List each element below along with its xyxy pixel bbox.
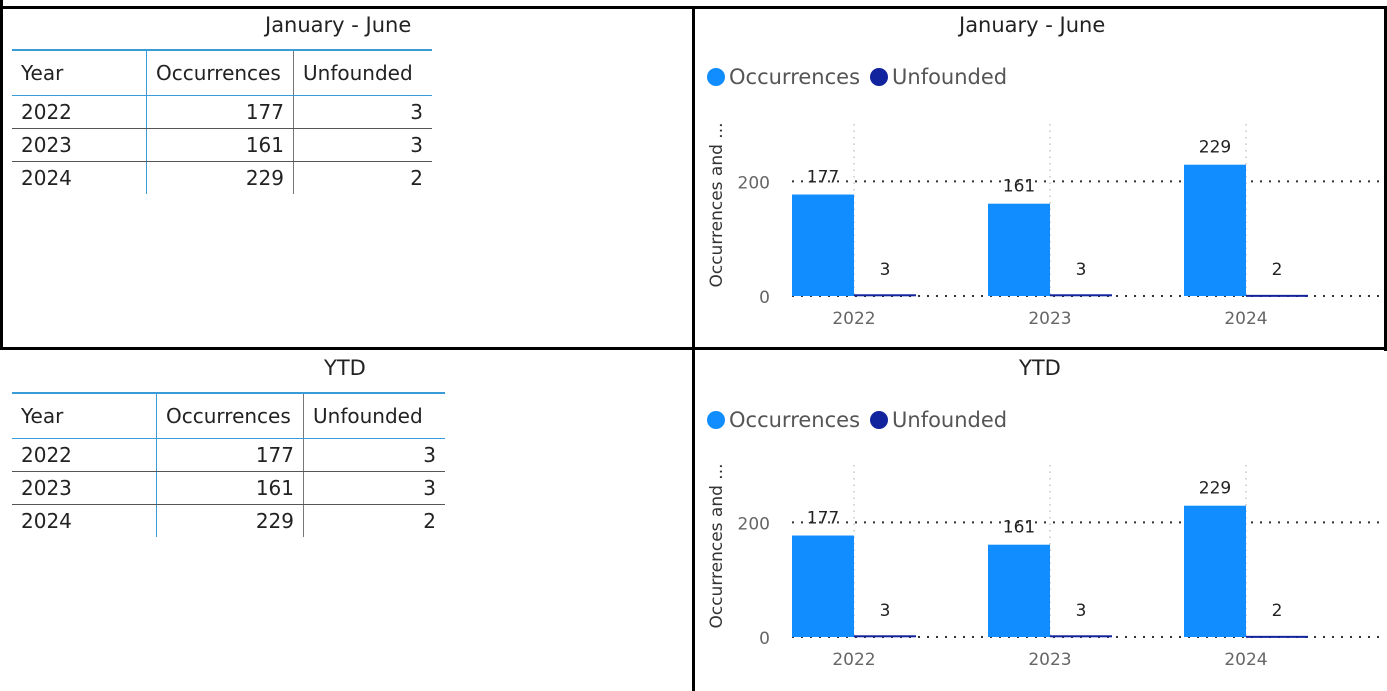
y-tick-label: 200 <box>738 173 770 193</box>
column-header-occurrences[interactable]: Occurrences <box>146 49 294 96</box>
table-panel-ytd: YTD Year Occurrences Unfounded 2022 177 … <box>3 350 692 691</box>
x-tick-label: 2023 <box>1028 650 1071 670</box>
y-axis-title: Occurrences and ... <box>707 122 727 287</box>
bar-unfounded <box>1050 635 1112 638</box>
data-label: 177 <box>807 168 839 188</box>
cell-year: 2022 <box>12 438 157 472</box>
data-label: 2 <box>1272 601 1283 621</box>
x-tick-label: 2024 <box>1224 650 1267 670</box>
column-header-occurrences[interactable]: Occurrences <box>156 392 304 439</box>
data-label: 229 <box>1199 479 1231 499</box>
y-tick-label: 200 <box>738 514 770 534</box>
bar-chart: 0 200 177 3 2022 161 3 2023 229 2 2024 Occurrences … <box>707 463 1380 670</box>
y-tick-label: 0 <box>759 629 770 649</box>
cell-occurrences: 177 <box>156 438 304 472</box>
chart-panel-ytd: YTD Occurrences Unfounded 0 200 177 3 2022 16… <box>695 350 1384 691</box>
table-row[interactable]: 2023 161 3 <box>12 471 445 505</box>
cell-occurrences: 161 <box>156 471 304 505</box>
table-header-row: Year Occurrences Unfounded <box>12 49 432 96</box>
chart-panel-jan-jun: January - June Occurrences Unfounded 0 20… <box>695 9 1384 347</box>
table-header-row: Year Occurrences Unfounded <box>12 392 445 439</box>
table-panel-jan-jun: January - June Year Occurrences Unfounde… <box>3 9 692 347</box>
data-label: 3 <box>1076 260 1087 280</box>
table-row[interactable]: 2024 229 2 <box>12 504 445 537</box>
cell-unfounded: 3 <box>293 95 432 129</box>
cell-occurrences: 229 <box>156 504 304 537</box>
data-label: 177 <box>807 509 839 529</box>
x-tick-label: 2022 <box>832 309 875 329</box>
column-header-unfounded[interactable]: Unfounded <box>303 392 445 439</box>
table-row[interactable]: 2022 177 3 <box>12 438 445 472</box>
bar-occurrences <box>792 194 854 296</box>
legend-label: Occurrences <box>729 65 861 89</box>
bar-chart: 0 200 177 3 2022 161 3 2023 229 2 2024 Occurrences … <box>707 122 1380 329</box>
column-header-unfounded[interactable]: Unfounded <box>293 49 432 96</box>
bar-occurrences <box>792 535 854 637</box>
legend-swatch-unfounded <box>870 411 889 429</box>
x-tick-label: 2022 <box>832 650 875 670</box>
cell-unfounded: 2 <box>410 166 423 190</box>
x-tick-label: 2024 <box>1224 309 1267 329</box>
chart-title: January - June <box>959 13 1106 37</box>
cell-occurrences: 229 <box>146 161 294 194</box>
bar-unfounded <box>1246 294 1308 297</box>
bar-occurrences <box>988 203 1050 296</box>
cell-year: 2023 <box>12 128 147 162</box>
cell-unfounded: 3 <box>303 471 445 505</box>
legend-swatch-unfounded <box>870 68 889 86</box>
legend-swatch-occurrences <box>707 411 725 429</box>
data-table: Year Occurrences Unfounded 2022 177 3 20… <box>12 392 445 537</box>
bar-occurrences <box>988 544 1050 637</box>
data-label: 3 <box>880 260 891 280</box>
y-tick-label: 0 <box>759 288 770 308</box>
table-row[interactable]: 2023 161 3 <box>12 128 432 162</box>
legend-swatch-occurrences <box>707 68 725 86</box>
column-header-year[interactable]: Year <box>12 392 157 439</box>
cell-occurrences: 161 <box>146 128 294 162</box>
table-row[interactable]: 2024 229 2 <box>12 161 432 194</box>
cell-unfounded: 3 <box>303 438 445 472</box>
data-label: 161 <box>1003 518 1035 538</box>
bar-occurrences <box>1184 164 1246 296</box>
table-title: January - June <box>265 13 412 37</box>
chart-title: YTD <box>1019 356 1061 380</box>
legend-item-unfounded[interactable]: Unfounded <box>870 65 1007 89</box>
data-label: 3 <box>880 601 891 621</box>
table-title: YTD <box>324 356 366 380</box>
cell-unfounded: 3 <box>293 128 432 162</box>
frame-right <box>1384 6 1387 351</box>
data-label: 161 <box>1003 177 1035 197</box>
cell-unfounded: 2 <box>423 509 436 533</box>
data-label: 3 <box>1076 601 1087 621</box>
cell-year: 2024 <box>12 161 147 194</box>
bar-unfounded <box>854 294 916 297</box>
data-label: 2 <box>1272 260 1283 280</box>
cell-year: 2024 <box>12 504 157 537</box>
bar-unfounded <box>1246 635 1308 638</box>
legend-item-occurrences[interactable]: Occurrences <box>707 65 860 89</box>
frame-middle-horizontal <box>0 347 1387 350</box>
table-row[interactable]: 2022 177 3 <box>12 95 432 129</box>
legend-label: Unfounded <box>892 408 1008 432</box>
bar-unfounded <box>854 635 916 638</box>
cell-year: 2023 <box>12 471 157 505</box>
legend-label: Occurrences <box>729 408 861 432</box>
legend-item-occurrences[interactable]: Occurrences <box>707 408 860 432</box>
legend-label: Unfounded <box>892 65 1008 89</box>
legend-item-unfounded[interactable]: Unfounded <box>870 408 1007 432</box>
data-label: 229 <box>1199 138 1231 158</box>
bar-occurrences <box>1184 505 1246 637</box>
data-table: Year Occurrences Unfounded 2022 177 3 20… <box>12 49 432 194</box>
chart-legend: Occurrences Unfounded <box>707 408 1017 432</box>
cell-occurrences: 177 <box>146 95 294 129</box>
frame-left <box>0 0 3 349</box>
cell-year: 2022 <box>12 95 147 129</box>
bar-unfounded <box>1050 294 1112 297</box>
y-axis-title: Occurrences and ... <box>707 463 727 628</box>
x-tick-label: 2023 <box>1028 309 1071 329</box>
column-header-year[interactable]: Year <box>12 49 147 96</box>
chart-legend: Occurrences Unfounded <box>707 65 1017 89</box>
